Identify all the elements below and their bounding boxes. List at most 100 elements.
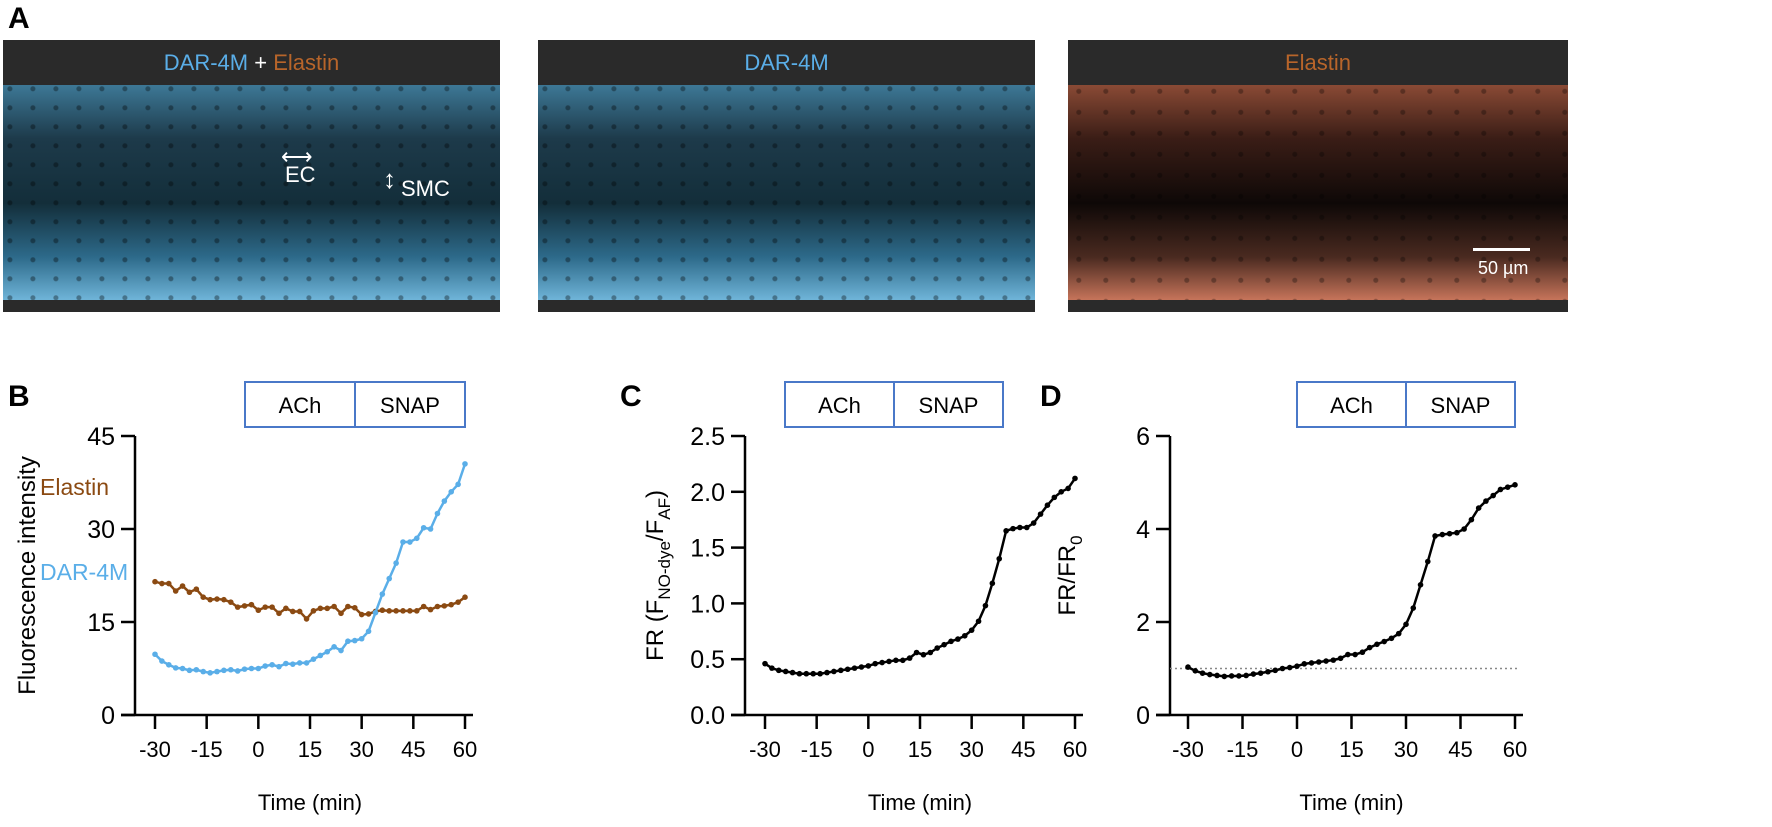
smc-arrow-icon: ↕ — [383, 164, 396, 194]
merge-image-panel: DAR-4M + Elastin ⟷ EC ↕ SMC — [3, 40, 500, 312]
b-data-point — [255, 665, 262, 672]
c-data-point — [913, 649, 920, 656]
c-data-point — [1058, 489, 1065, 495]
b-y-tick-label: 0 — [101, 702, 115, 730]
b-data-point — [462, 461, 468, 467]
d-data-point — [1490, 492, 1496, 499]
panel-label-b: B — [8, 380, 30, 413]
c-data-point — [858, 664, 865, 670]
c-data-point — [1072, 475, 1078, 482]
b-data-point — [372, 609, 379, 616]
b-data-point — [276, 610, 282, 617]
d-x-tick-label: 0 — [1291, 737, 1303, 762]
d-data-point — [1345, 651, 1351, 658]
b-data-point — [420, 524, 427, 531]
b-y-tick-label: 30 — [87, 516, 115, 544]
c-data-point — [789, 669, 796, 676]
panel-label-d: D — [1040, 380, 1062, 413]
d-y-tick-label: 0 — [1136, 702, 1150, 730]
y-title-part: NO-dye — [655, 541, 674, 600]
d-data-point — [1432, 533, 1438, 539]
b-data-point — [413, 535, 420, 542]
b-data-point — [310, 608, 317, 614]
b-data-point — [338, 610, 344, 617]
c-data-point — [1051, 494, 1058, 501]
b-data-point — [386, 608, 393, 614]
d-treatment-ach: ACh — [1330, 393, 1373, 418]
b-x-tick-label: 0 — [252, 737, 264, 762]
c-data-point — [775, 667, 782, 674]
b-data-point — [269, 604, 275, 610]
d-data-point — [1446, 530, 1453, 537]
b-data-point — [324, 605, 331, 612]
c-data-point — [886, 658, 892, 665]
d-data-point — [1352, 651, 1358, 658]
c-y-tick-label: 1.5 — [690, 535, 725, 563]
b-x-tick-label: 45 — [401, 737, 425, 762]
d-data-point — [1504, 484, 1511, 490]
c-data-point — [975, 618, 982, 625]
ec-arrow-icon: ⟷ — [281, 144, 313, 169]
c-data-point — [1065, 485, 1071, 492]
b-y-axis-title: Fluorescence intensity — [14, 456, 41, 695]
d-data-point — [1272, 667, 1278, 674]
b-data-point — [427, 606, 434, 613]
c-data-point — [899, 657, 906, 664]
c-data-point — [844, 666, 851, 673]
b-x-tick-label: 60 — [453, 737, 477, 762]
b-y-tick-label: 45 — [87, 423, 115, 451]
d-data-point — [1330, 657, 1337, 663]
b-data-point — [255, 607, 262, 614]
c-data-point — [955, 636, 961, 642]
y-title-part: FR/FR — [1054, 545, 1081, 616]
b-data-point — [345, 603, 351, 610]
b-data-point — [393, 608, 399, 614]
b-data-point — [324, 648, 331, 655]
b-data-point — [234, 668, 241, 674]
c-data-point — [1010, 525, 1016, 532]
c-data-point — [920, 651, 927, 658]
c-data-point — [831, 668, 837, 675]
b-data-point — [207, 596, 213, 603]
d-data-point — [1395, 630, 1402, 637]
c-data-point — [762, 660, 768, 667]
b-treatment-snap: SNAP — [380, 393, 440, 418]
b-data-point — [379, 591, 386, 597]
c-x-tick-label: 30 — [959, 737, 983, 762]
b-data-point — [172, 665, 179, 671]
scale-bar-label: 50 µm — [1478, 258, 1529, 278]
b-data-point — [283, 605, 289, 612]
b-data-point — [393, 560, 399, 566]
b-data-point — [427, 526, 434, 532]
b-data-point — [338, 647, 344, 654]
d-data-point — [1207, 671, 1213, 678]
d-y-tick-label: 4 — [1136, 516, 1150, 544]
b-data-point — [152, 578, 158, 585]
b-data-point — [365, 628, 372, 635]
b-data-point — [296, 660, 303, 666]
dar-title: DAR-4M — [744, 50, 829, 75]
b-data-point — [152, 651, 158, 658]
c-data-point — [1044, 502, 1051, 508]
b-data-point — [289, 661, 296, 667]
b-data-point — [159, 580, 165, 587]
b-data-point — [186, 667, 193, 674]
d-data-point — [1403, 621, 1409, 628]
d-series-line — [1187, 483, 1516, 678]
b-data-point — [448, 601, 455, 608]
c-y-axis-title: FR (FNO-dye/FAF) — [642, 490, 674, 661]
d-data-point — [1337, 655, 1344, 662]
d-y-tick-label: 2 — [1136, 609, 1150, 637]
c-data-point — [968, 627, 975, 633]
c-data-point — [796, 670, 803, 677]
b-data-point — [214, 596, 220, 602]
b-data-point — [159, 658, 165, 664]
c-data-point — [948, 638, 954, 645]
b-data-point — [248, 601, 255, 608]
y-title-part: AF — [655, 498, 674, 520]
c-data-point — [961, 632, 968, 639]
c-data-point — [996, 555, 1003, 562]
b-data-point — [331, 603, 337, 610]
b-data-point — [193, 666, 200, 673]
c-data-point — [1037, 511, 1044, 517]
